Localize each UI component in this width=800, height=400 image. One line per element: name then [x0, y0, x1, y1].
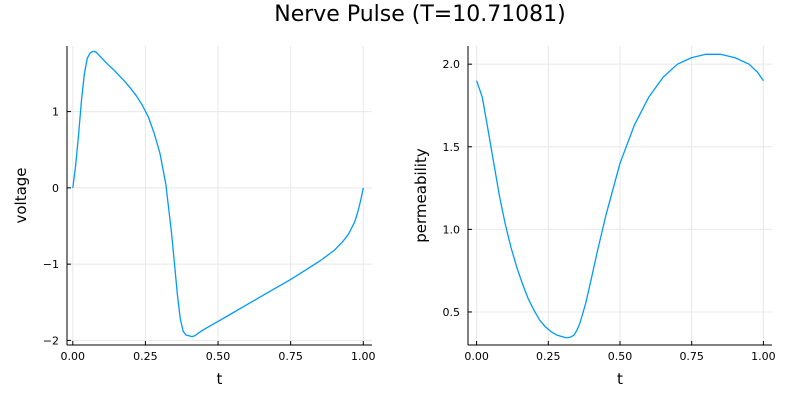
voltage-y-tick-label: −2: [43, 334, 59, 347]
permeability-plot: 0.00 0.25 0.50 0.75 1.00 0.5 1.0 1.5 2.0 t permeab…: [412, 46, 776, 388]
voltage-x-tick-label: 1.00: [351, 350, 376, 363]
permeability-series-line: [475, 53, 764, 339]
permeability-y-tick-label: 0.5: [443, 306, 461, 319]
permeability-x-tick-label: 0.50: [608, 350, 633, 363]
voltage-x-tick-label: 0.25: [133, 350, 158, 363]
voltage-y-tick-label: 0: [52, 182, 59, 195]
voltage-x-tick-label: 0.75: [278, 350, 303, 363]
permeability-y-tick-label: 2.0: [443, 58, 461, 71]
figure-title: Nerve Pulse (T=10.71081): [274, 2, 566, 27]
permeability-x-tick-label: 0.75: [679, 350, 704, 363]
voltage-y-axis-label: voltage: [12, 167, 30, 223]
voltage-series-line: [72, 50, 364, 338]
permeability-y-tick-label: 1.5: [443, 141, 461, 154]
voltage-plot: 0.00 0.25 0.50 0.75 1.00 −2 −1 0 1 t voltage: [12, 46, 376, 388]
permeability-x-tick-label: 1.00: [751, 350, 776, 363]
permeability-x-tick-label: 0.00: [464, 350, 489, 363]
permeability-y-tick-label: 1.0: [443, 223, 461, 236]
permeability-x-tick-label: 0.25: [536, 350, 561, 363]
permeability-x-axis-label: t: [617, 370, 623, 388]
voltage-x-tick-label: 0.50: [206, 350, 231, 363]
voltage-x-tick-label: 0.00: [61, 350, 86, 363]
voltage-y-tick-label: 1: [52, 106, 59, 119]
permeability-y-axis-label: permeability: [412, 148, 430, 243]
voltage-y-tick-label: −1: [43, 258, 59, 271]
voltage-x-axis-label: t: [217, 370, 223, 388]
